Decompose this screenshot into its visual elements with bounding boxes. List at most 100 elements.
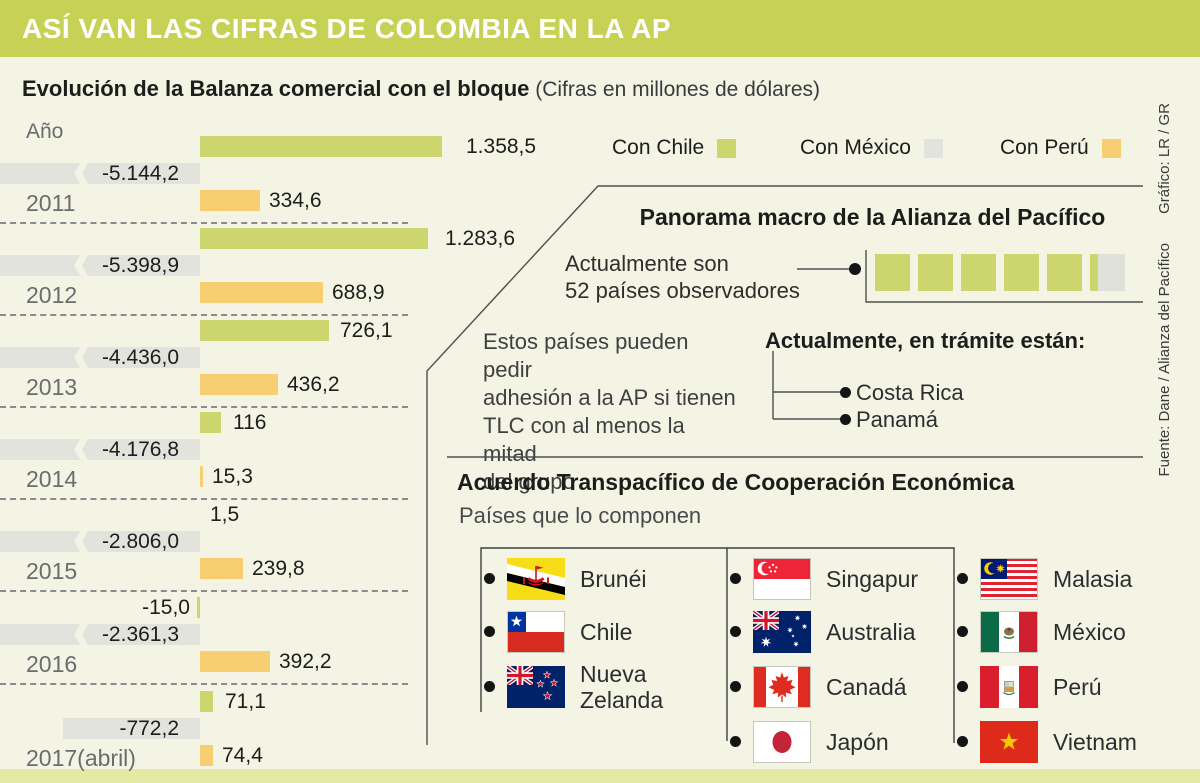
bullet-icon: [730, 573, 741, 584]
bar-label-chile-2015: 1,5: [210, 503, 240, 526]
member-country-name: Brunéi: [580, 566, 647, 592]
legend-swatch: [717, 138, 737, 158]
bar-label-peru-2015: 239,8: [252, 557, 305, 580]
pending-country-panam-: Panamá: [840, 406, 938, 432]
header-bar: ASÍ VAN LAS CIFRAS DE COLOMBIA EN LA AP: [0, 0, 1200, 57]
adhesion-note: Estos países pueden pedir adhesión a la …: [483, 329, 736, 494]
member-country-name: México: [1053, 619, 1126, 645]
bar-label-mexico-2014: -4.176,8: [101, 438, 179, 461]
member-country-mexico: México: [954, 611, 1184, 653]
member-country-chile: Chile: [481, 611, 711, 653]
bar-chile-2013: [200, 320, 329, 341]
observer-square: [1090, 254, 1125, 291]
bullet-icon: [484, 626, 495, 637]
bar-label-chile-2013: 726,1: [340, 319, 393, 342]
pending-country-name: Panamá: [856, 406, 938, 432]
bar-mexico-2011: [0, 163, 200, 184]
member-country-australia: Australia: [727, 611, 957, 653]
year-label-2015: 2015: [26, 558, 78, 584]
legend-label: Con México: [800, 136, 911, 159]
legend-swatch: [1101, 138, 1121, 158]
year-label-2012: 2012: [26, 282, 78, 308]
member-country-peru: Perú: [954, 666, 1184, 708]
legend-item-con-m-xico: Con México: [800, 136, 943, 160]
bar-chile-2014: [200, 412, 221, 433]
year-separator: [0, 314, 408, 316]
bullet-icon: [484, 573, 495, 584]
flag-mexico-icon: [980, 611, 1038, 653]
chart-subtitle: Evolución de la Balanza comercial con el…: [22, 76, 820, 102]
flag-peru-icon: [980, 666, 1038, 708]
observers-text: Actualmente son 52 países observadores: [565, 251, 800, 303]
member-country-nueva-zelanda: Nueva Zelanda: [481, 661, 711, 713]
year-separator: [0, 222, 408, 224]
bar-peru-2013: [200, 374, 278, 395]
panel-border-line: [426, 185, 1143, 745]
flag-chile-icon: [507, 611, 565, 653]
axis-label-year: Año: [26, 120, 64, 143]
member-country-japon: Japón: [727, 721, 957, 763]
acuerdo-title: Acuerdo Transpacífico de Cooperación Eco…: [457, 469, 1015, 495]
member-country-brunei: Brunéi: [481, 558, 711, 600]
bar-label-mexico-2015: -2.806,0: [101, 530, 179, 553]
bar-label-chile-2014: 116: [233, 411, 267, 434]
bar-label-peru-2014: 15,3: [212, 465, 253, 488]
observer-square: [918, 254, 953, 291]
bar-chile-2012: [200, 228, 428, 249]
bullet-icon: [730, 736, 741, 747]
flags-bracket-line: [480, 547, 955, 743]
year-label-2014: 2014: [26, 466, 78, 492]
bullet-icon: [957, 681, 968, 692]
bar-label-chile-2016: -15,0: [142, 596, 190, 619]
member-country-name: Australia: [826, 619, 916, 645]
axis-break-icon: [74, 531, 88, 552]
year-separator: [0, 590, 408, 592]
bullet-icon: [840, 387, 851, 398]
flag-australia-icon: [753, 611, 811, 653]
axis-break-icon: [74, 439, 88, 460]
axis-break-icon: [74, 255, 88, 276]
bar-peru-2012: [200, 282, 323, 303]
bar-label-mexico-2016: -2.361,3: [101, 623, 179, 646]
bar-peru-2016: [200, 651, 270, 672]
bar-peru-2014: [200, 466, 203, 487]
member-country-name: Malasia: [1053, 566, 1133, 592]
bullet-icon: [957, 573, 968, 584]
year-separator: [0, 498, 408, 500]
bar-chile-2016: [197, 597, 200, 618]
footer-strip: [0, 769, 1200, 783]
bar-label-peru-2016: 392,2: [279, 650, 332, 673]
bar-label-chile-2017abril: 71,1: [225, 690, 266, 713]
bullet-icon: [484, 681, 495, 692]
year-label-2017abril: 2017(abril): [26, 745, 136, 771]
bar-label-peru-2017abril: 74,4: [222, 744, 263, 767]
legend-item-con-chile: Con Chile: [612, 136, 737, 160]
chart-subtitle-bold: Evolución de la Balanza comercial con el…: [22, 76, 530, 101]
bar-mexico-2016: [0, 624, 200, 645]
year-label-2011: 2011: [26, 190, 76, 216]
bar-label-peru-2013: 436,2: [287, 373, 340, 396]
bar-mexico-2012: [0, 255, 200, 276]
bar-chile-2017abril: [200, 691, 213, 712]
member-country-name: Singapur: [826, 566, 919, 592]
page-title: ASÍ VAN LAS CIFRAS DE COLOMBIA EN LA AP: [22, 13, 671, 44]
bar-peru-2015: [200, 558, 243, 579]
bar-label-mexico-2017abril: -772,2: [119, 717, 179, 740]
year-label-2013: 2013: [26, 374, 78, 400]
member-country-name: Nueva Zelanda: [580, 661, 664, 713]
member-country-name: Vietnam: [1053, 729, 1137, 755]
observer-square: [1047, 254, 1082, 291]
pending-country-name: Costa Rica: [856, 379, 964, 405]
flag-vietnam-icon: [980, 721, 1038, 763]
bullet-icon: [840, 414, 851, 425]
observer-square: [1004, 254, 1039, 291]
bar-mexico-2014: [0, 439, 200, 460]
bar-label-chile-2011: 1.358,5: [466, 135, 537, 158]
legend-swatch: [923, 138, 943, 158]
observers-connector-dot: [849, 263, 861, 275]
